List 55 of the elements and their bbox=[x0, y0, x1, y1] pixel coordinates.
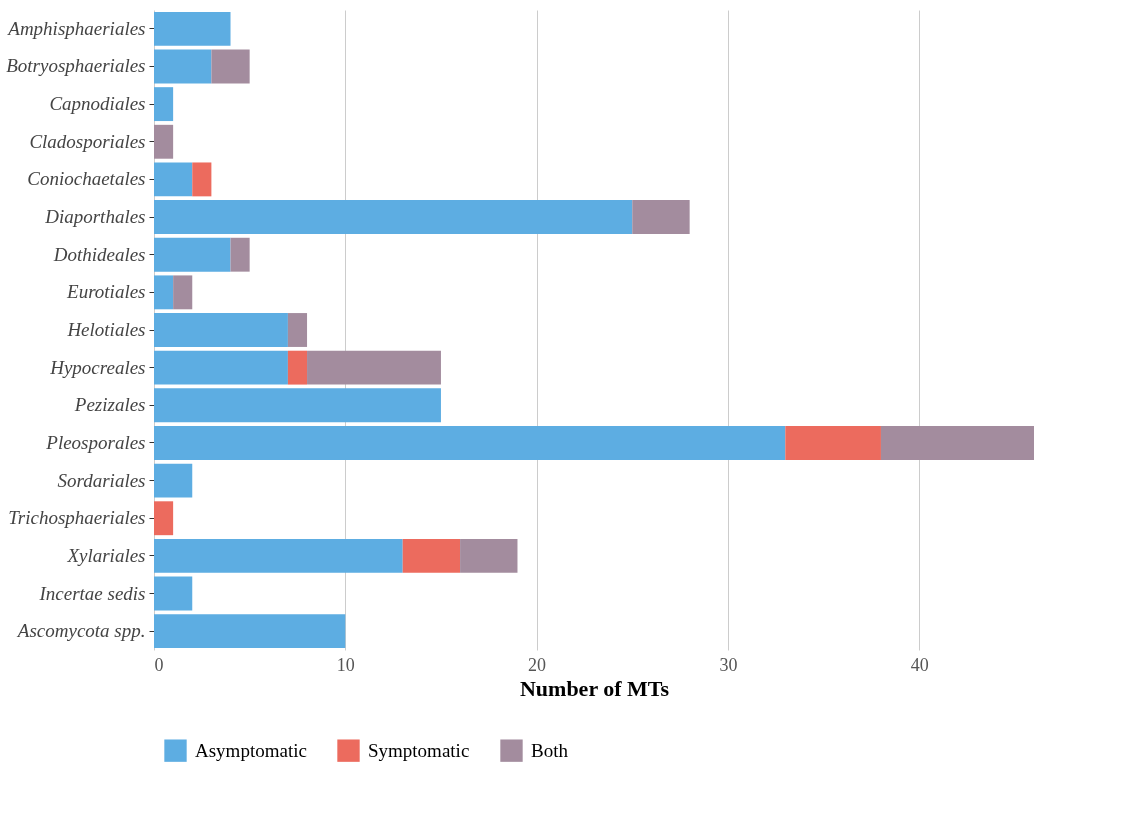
x-tick-label: 10 bbox=[336, 654, 355, 675]
bar bbox=[154, 501, 174, 536]
y-tick-label: Trichosphaeriales bbox=[8, 507, 146, 529]
legend-label: Both bbox=[531, 739, 569, 761]
bar bbox=[154, 388, 441, 423]
bar bbox=[460, 538, 518, 573]
y-tick-label: Sordariales bbox=[57, 469, 146, 491]
y-tick-label: Coniochaetales bbox=[27, 168, 146, 190]
bar bbox=[154, 275, 174, 310]
bar bbox=[154, 200, 633, 234]
y-tick-label: Incertae sedis bbox=[38, 582, 146, 604]
bar bbox=[154, 614, 346, 649]
bar bbox=[154, 237, 231, 272]
x-tick-label: 40 bbox=[910, 654, 929, 675]
bar bbox=[154, 11, 231, 46]
y-tick-label: Pezizales bbox=[73, 394, 146, 416]
y-tick-label: Dothideales bbox=[52, 243, 146, 265]
bar bbox=[154, 538, 403, 573]
y-tick-label: Helotiales bbox=[66, 319, 146, 340]
y-tick-label: Cladosporiales bbox=[29, 130, 146, 152]
y-tick-label: Amphisphaeriales bbox=[6, 17, 146, 39]
y-tick-label: Pleosporales bbox=[45, 431, 146, 453]
y-tick-label: Botryosphaeriales bbox=[6, 55, 146, 77]
legend-label: Asymptomatic bbox=[195, 739, 307, 761]
bar bbox=[154, 87, 174, 122]
bar bbox=[211, 49, 250, 84]
bar bbox=[230, 237, 250, 272]
legend-label: Symptomatic bbox=[368, 739, 470, 761]
bar bbox=[173, 275, 193, 310]
bar bbox=[154, 576, 193, 611]
y-tick-label: Eurotiales bbox=[66, 281, 146, 303]
bar bbox=[402, 538, 461, 573]
x-axis-title: Number of MTs bbox=[519, 675, 670, 701]
bar bbox=[154, 162, 193, 197]
bar bbox=[287, 313, 308, 347]
x-tick-label: 30 bbox=[719, 654, 738, 675]
bar bbox=[287, 350, 308, 385]
bar bbox=[192, 162, 212, 197]
bar bbox=[307, 350, 441, 385]
bar bbox=[154, 350, 288, 385]
y-tick-label: Xylariales bbox=[66, 544, 146, 566]
y-tick-label: Hypocreales bbox=[49, 356, 146, 378]
bar bbox=[785, 426, 881, 460]
bar bbox=[154, 124, 174, 159]
y-tick-label: Ascomycota spp. bbox=[15, 620, 146, 642]
y-tick-label: Capnodiales bbox=[49, 93, 146, 115]
x-tick-label: 20 bbox=[528, 654, 547, 675]
bar bbox=[880, 426, 1034, 460]
bar bbox=[154, 463, 193, 498]
bar bbox=[154, 426, 786, 460]
bar bbox=[154, 49, 212, 84]
x-tick-label: 0 bbox=[154, 654, 164, 675]
y-tick-label: Diaporthales bbox=[44, 206, 146, 228]
bar bbox=[154, 313, 288, 347]
bar bbox=[632, 200, 690, 234]
